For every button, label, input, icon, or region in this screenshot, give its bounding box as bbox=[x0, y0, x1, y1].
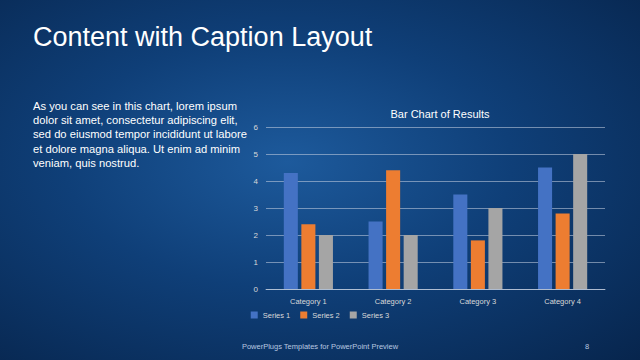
html-text:Content with Caption Layout: Content with Caption Layout bbox=[33, 22, 373, 52]
svg-text:2: 2 bbox=[254, 231, 259, 240]
svg-text:1: 1 bbox=[254, 258, 259, 267]
svg-text:Series 1: Series 1 bbox=[263, 311, 291, 320]
svg-text:0: 0 bbox=[254, 285, 259, 294]
html-text:As you can see in this chart,: As you can see in this chart, lorem ipsu… bbox=[33, 100, 247, 169]
svg-text:Category 2: Category 2 bbox=[375, 297, 412, 306]
html-text:8: 8 bbox=[585, 342, 590, 351]
svg-text:Category 3: Category 3 bbox=[460, 297, 497, 306]
svg-text:6: 6 bbox=[254, 123, 259, 132]
svg-text:4: 4 bbox=[254, 177, 259, 186]
svg-text:Series 2: Series 2 bbox=[312, 311, 340, 320]
svg-text:3: 3 bbox=[254, 204, 259, 213]
svg-text:Bar Chart of Results: Bar Chart of Results bbox=[390, 108, 490, 120]
svg-text:5: 5 bbox=[254, 150, 259, 159]
html-text:PowerPlugs Templates for Power: PowerPlugs Templates for PowerPoint Prev… bbox=[241, 342, 399, 351]
svg-text:Category 4: Category 4 bbox=[544, 297, 581, 306]
svg-text:Series 3: Series 3 bbox=[362, 311, 390, 320]
svg-text:Category 1: Category 1 bbox=[290, 297, 327, 306]
